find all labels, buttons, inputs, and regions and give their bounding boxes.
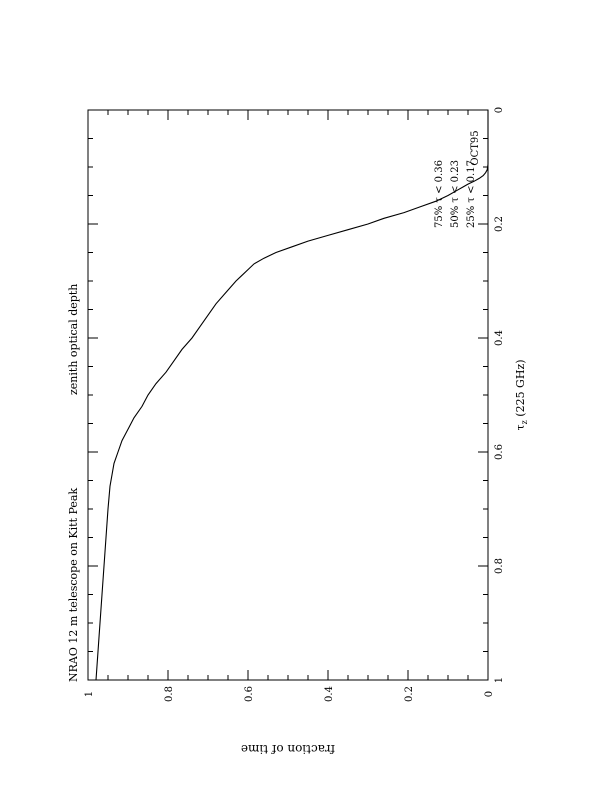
x-axis-label-suffix: (225 GHz) xyxy=(514,359,527,420)
y-tick-label: 0 xyxy=(484,691,495,697)
x-tick-label: 0 xyxy=(494,107,505,113)
x-tick-label: 1 xyxy=(494,677,505,683)
x-tick-label: 0.2 xyxy=(494,216,505,232)
chart-title: NRAO 12 m telescope on Kitt Peak xyxy=(67,488,80,682)
x-axis-label: τz (225 GHz) xyxy=(514,359,529,430)
x-tick-label: 0.4 xyxy=(494,330,505,346)
y-tick-label: 0.6 xyxy=(244,686,255,702)
annotation-50: 50% τ < 0.23 xyxy=(450,160,461,228)
y-tick-label: 0.8 xyxy=(164,686,175,702)
tick-labels: 0 0.2 0.4 0.6 0.8 1 0 0.2 0.4 0.6 0.8 1 xyxy=(84,107,505,702)
x-tick-label: 0.8 xyxy=(494,558,505,574)
series-line xyxy=(95,110,489,681)
annotation-25: 25% τ < 0.17 xyxy=(466,160,477,228)
y-axis-label: fraction of time xyxy=(241,742,335,756)
chart-tag: OCT95 xyxy=(470,130,481,165)
y-tick-label: 1 xyxy=(84,691,95,697)
x-axis-label-symbol: τ xyxy=(514,424,527,430)
chart-subtitle: zenith optical depth xyxy=(67,284,80,395)
annotation-75: 75% τ < 0.36 xyxy=(434,160,445,228)
tick-marks xyxy=(87,109,489,681)
x-axis-label-subscript: z xyxy=(520,420,529,424)
x-tick-label: 0.6 xyxy=(494,444,505,460)
y-tick-label: 0.4 xyxy=(324,686,335,702)
y-tick-label: 0.2 xyxy=(404,686,415,702)
